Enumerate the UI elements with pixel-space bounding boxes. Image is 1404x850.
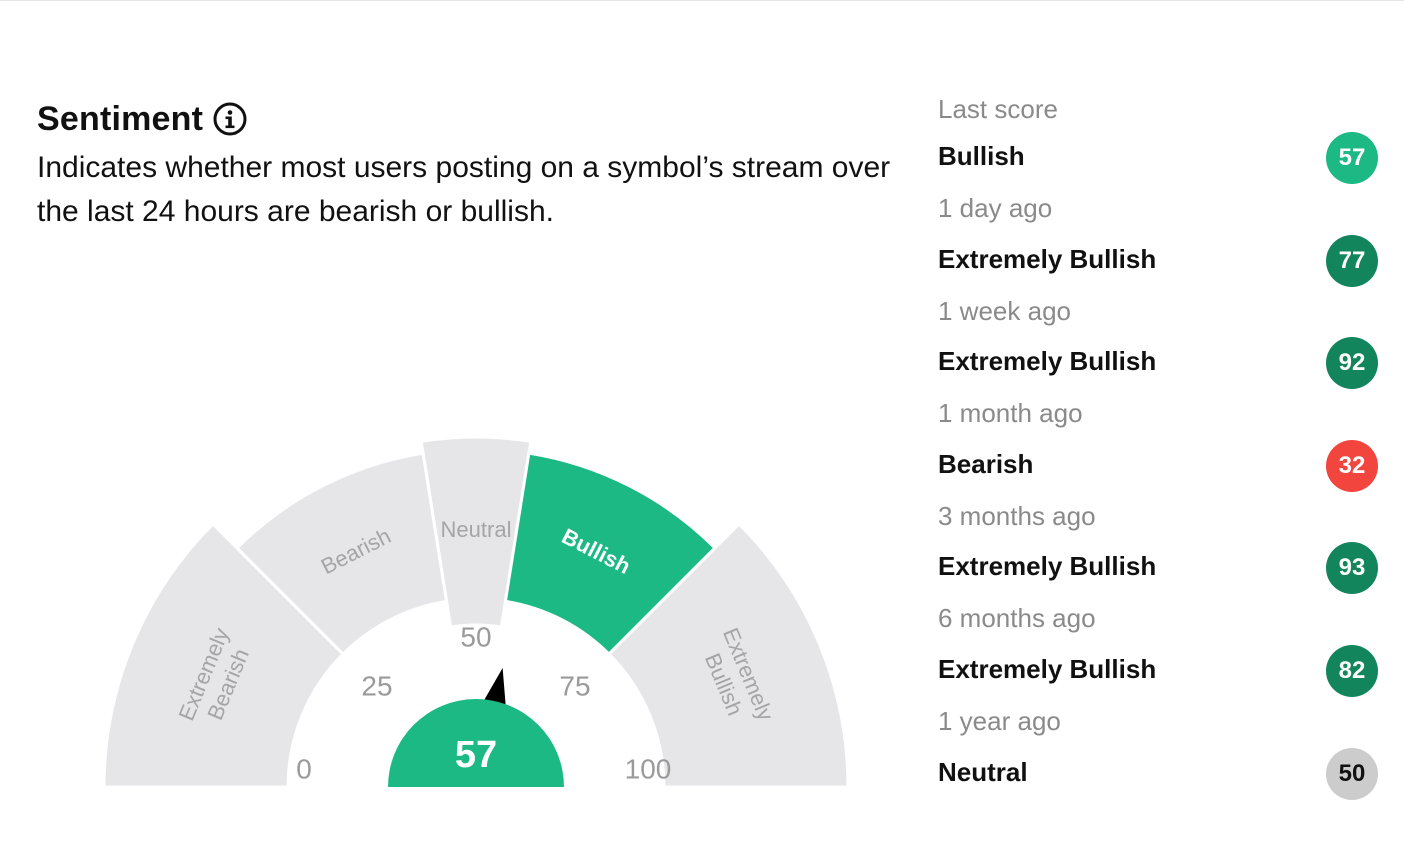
history-item: Extremely Bullish 77 1 week ago: [938, 234, 1380, 338]
history-time: 6 months ago: [938, 603, 1096, 634]
gauge-tick-75: 75: [559, 670, 590, 701]
history-time: 1 day ago: [938, 193, 1053, 223]
history-label: Extremely Bullish: [938, 243, 1157, 274]
title-row: Sentiment: [37, 96, 917, 142]
history-label: Extremely Bullish: [938, 653, 1157, 684]
history-item: Extremely Bullish 93 6 months ago: [938, 542, 1380, 645]
gauge-segment-extremely-bullish: [606, 521, 850, 789]
history-label: Extremely Bullish: [938, 346, 1157, 377]
gauge-segment-neutral: [419, 435, 533, 629]
gauge-label-neutral: Neutral: [441, 517, 512, 542]
gauge-score-value: 57: [455, 734, 497, 776]
gauge-tick-50: 50: [460, 621, 491, 652]
page-title: Sentiment: [37, 99, 204, 138]
history-time: 1 year ago: [938, 705, 1061, 736]
score-badge: 32: [1326, 439, 1378, 492]
history-list: Bullish 57 1 day ago Extremely Bullish 77 1 w…: [938, 132, 1380, 850]
score-badge: 93: [1326, 542, 1378, 595]
sentiment-header: Sentiment Indicates whether most users p…: [37, 96, 917, 234]
history-item: Neutral 50: [938, 747, 1380, 850]
sentiment-description: Indicates whether most users posting on …: [37, 151, 891, 228]
info-icon[interactable]: [213, 102, 247, 136]
history-header: Last score: [938, 94, 1058, 124]
score-badge: 92: [1326, 337, 1378, 390]
score-badge: 77: [1326, 234, 1378, 287]
history-item: Extremely Bullish 82 1 year ago: [938, 644, 1380, 748]
history-time: 3 months ago: [938, 500, 1096, 531]
history-label: Bearish: [938, 448, 1034, 479]
gauge-tick-25: 25: [361, 670, 392, 701]
history-time: 1 week ago: [938, 295, 1071, 326]
gauge-segment-extremely-bearish: [102, 521, 346, 789]
score-badge: 57: [1326, 132, 1378, 184]
score-history: Last score Bullish 57 1 day ago Extremely B…: [938, 86, 1380, 850]
top-divider: [0, 0, 1404, 1]
history-item: Bullish 57 1 day ago: [938, 132, 1380, 235]
gauge-tick-100: 100: [625, 753, 672, 784]
history-label: Bullish: [938, 141, 1025, 171]
history-item: Bearish 32 3 months ago: [938, 439, 1380, 543]
gauge-tick-0: 0: [296, 753, 312, 784]
history-item: Extremely Bullish 92 1 month ago: [938, 337, 1380, 440]
history-label: Extremely Bullish: [938, 551, 1157, 582]
gauge-score-dome: [388, 699, 564, 787]
history-label: Neutral: [938, 756, 1028, 787]
score-badge: 50: [1326, 747, 1378, 800]
score-badge: 82: [1326, 644, 1378, 697]
history-time: 1 month ago: [938, 398, 1083, 429]
